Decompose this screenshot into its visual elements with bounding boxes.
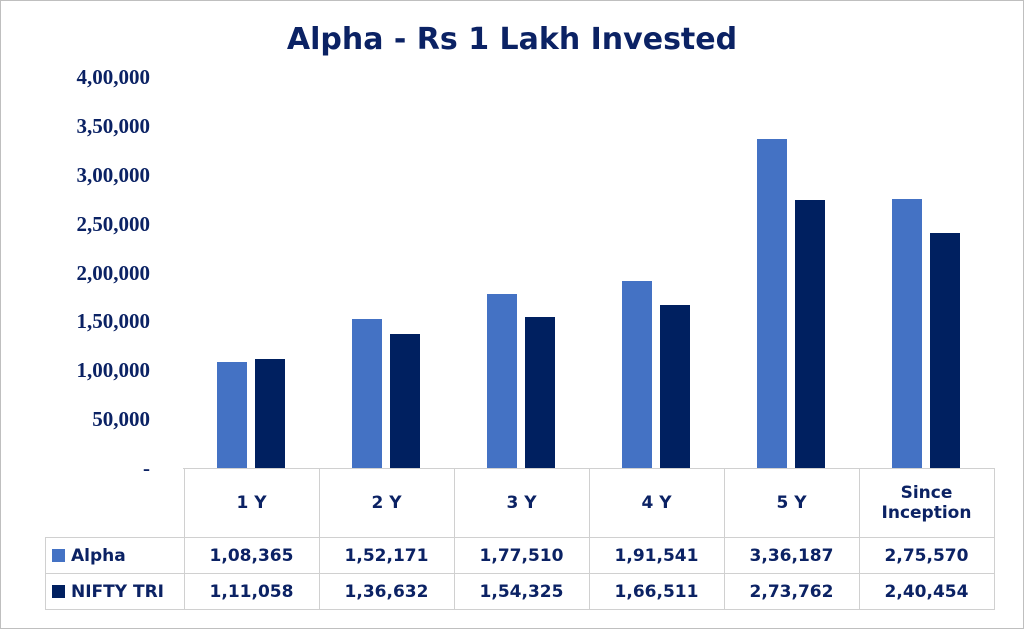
y-tick-label: 2,00,000	[76, 260, 151, 285]
category-label: 2 Y	[318, 468, 455, 538]
bar-alpha	[621, 280, 652, 468]
y-tick-label: 1,50,000	[76, 309, 151, 334]
category-label: 3 Y	[453, 468, 590, 538]
chart-title: Alpha - Rs 1 Lakh Invested	[286, 22, 738, 57]
bar-alpha	[351, 319, 382, 468]
legend-label-alpha: Alpha	[71, 545, 126, 566]
bar-alpha	[756, 139, 787, 468]
data-label: 1,08,365	[183, 537, 320, 574]
y-tick-label: 3,00,000	[76, 162, 151, 187]
table-row-nifty-tri: NIFTY TRI 1,11,058 1,36,632 1,54,325 1,66,5…	[45, 573, 995, 610]
data-label: 1,11,058	[183, 573, 320, 610]
y-tick-label: 2,50,000	[76, 211, 151, 236]
y-tick-label: 50,000	[92, 407, 150, 432]
legend-label-nifty-tri: NIFTY TRI	[71, 581, 165, 602]
category-label: 5 Y	[723, 468, 860, 538]
category-label: 1 Y	[183, 468, 320, 538]
bar-nifty-tri	[389, 334, 420, 468]
legend-swatch-nifty-tri	[52, 584, 65, 598]
y-tick-label: 4,00,000	[76, 65, 151, 89]
legend-swatch-alpha	[52, 548, 65, 562]
data-label: 2,73,762	[723, 573, 860, 610]
data-label: 3,36,187	[723, 537, 860, 574]
table-corner	[45, 468, 185, 538]
data-label: 1,91,541	[588, 537, 725, 574]
legend-alpha: Alpha	[45, 537, 185, 574]
data-label: 1,36,632	[318, 573, 455, 610]
data-label: 1,54,325	[453, 573, 590, 610]
bar-nifty-tri	[659, 305, 690, 468]
y-tick-label: 1,00,000	[76, 358, 151, 383]
y-tick-label: 3,50,000	[76, 113, 151, 138]
bar-nifty-tri	[794, 200, 825, 468]
bar-nifty-tri	[929, 232, 960, 468]
category-label: Since Inception	[858, 468, 995, 538]
bar-nifty-tri	[254, 359, 285, 468]
legend-nifty-tri: NIFTY TRI	[45, 573, 185, 610]
bar-alpha	[486, 294, 517, 468]
y-tick-label: -	[143, 456, 150, 480]
data-label: 1,66,511	[588, 573, 725, 610]
data-label: 2,75,570	[858, 537, 995, 574]
data-label: 1,52,171	[318, 537, 455, 574]
data-label: 2,40,454	[858, 573, 995, 610]
bar-alpha	[891, 198, 922, 468]
bar-alpha	[216, 362, 247, 468]
data-label: 1,77,510	[453, 537, 590, 574]
bar-nifty-tri	[524, 317, 555, 468]
table-row-alpha: Alpha 1,08,365 1,52,171 1,77,510 1,91,541 3,…	[45, 537, 995, 574]
category-label: 4 Y	[588, 468, 725, 538]
